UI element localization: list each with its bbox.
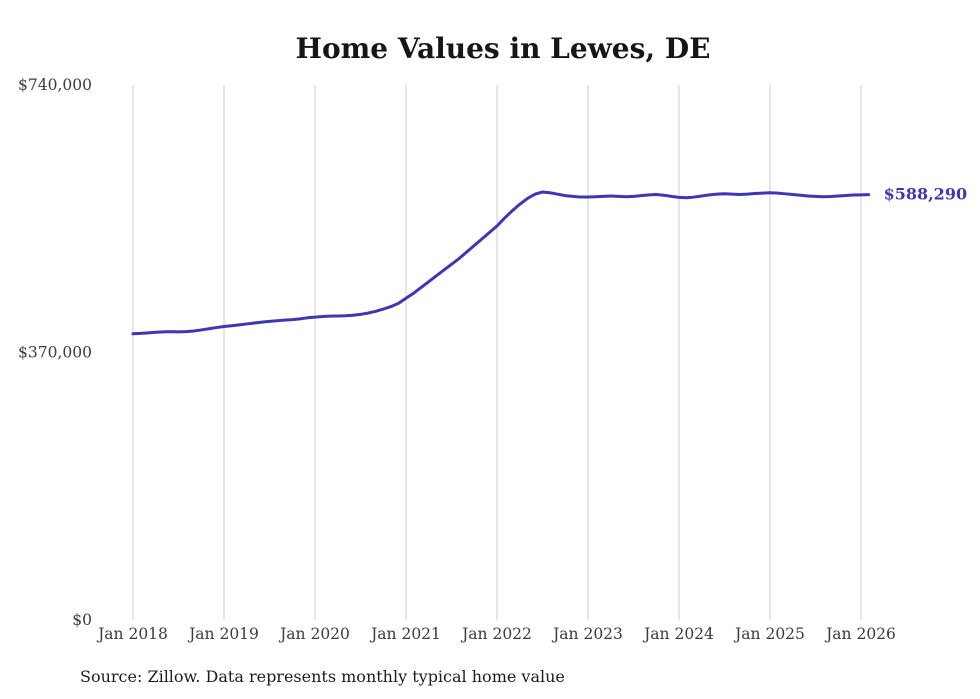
y-tick-label: $370,000 [18, 344, 92, 362]
x-tick-label: Jan 2021 [369, 625, 441, 643]
x-tick-label: Jan 2024 [642, 625, 714, 643]
x-tick-label: Jan 2025 [733, 625, 805, 643]
x-tick-label: Jan 2018 [96, 625, 168, 643]
gridlines [132, 85, 862, 620]
home-value-line [131, 190, 871, 336]
x-tick-label: Jan 2023 [551, 625, 623, 643]
x-tick-label: Jan 2020 [278, 625, 350, 643]
x-tick-label: Jan 2026 [824, 625, 896, 643]
x-tick-label: Jan 2022 [460, 625, 532, 643]
current-value-label: $588,290 [884, 185, 968, 204]
y-tick-label: $0 [72, 611, 92, 629]
chart-title: Home Values in Lewes, DE [296, 32, 711, 65]
x-axis-tick-labels: Jan 2018 Jan 2019 Jan 2020 Jan 2021 Jan 2022… [96, 625, 896, 643]
y-tick-label: $740,000 [18, 76, 92, 94]
source-note: Source: Zillow. Data represents monthly … [80, 667, 565, 686]
y-axis-tick-labels: $0 $370,000 $740,000 [18, 76, 92, 629]
x-tick-label: Jan 2019 [187, 625, 259, 643]
